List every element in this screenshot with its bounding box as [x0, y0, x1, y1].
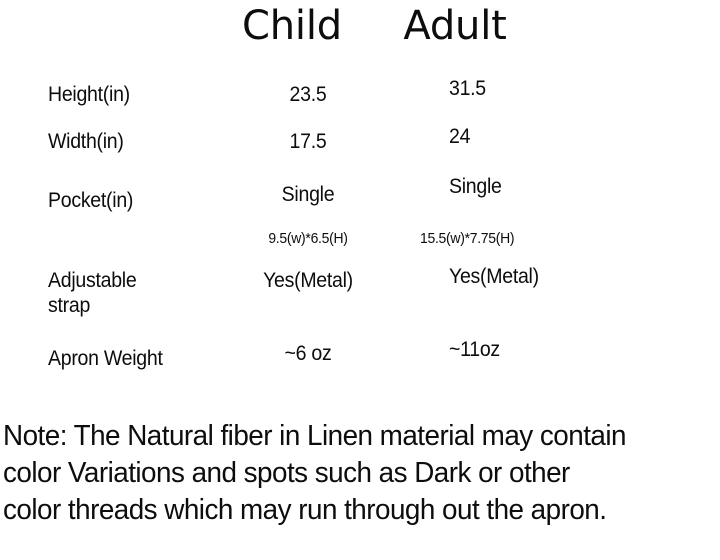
- cell-pocket-child: Single: [281, 183, 335, 206]
- cell-height-adult: 31.5: [449, 77, 486, 100]
- material-note: Note: The Natural fiber in Linen materia…: [3, 418, 690, 529]
- cell-apron-weight-child: ~6 oz: [284, 342, 332, 365]
- cell-adjustable-strap-child: Yes(Metal): [263, 269, 353, 292]
- row-label-apron-weight: Apron Weight: [48, 347, 163, 370]
- note-line-1: Note: The Natural fiber in Linen materia…: [3, 420, 627, 452]
- row-label-width: Width(in): [48, 130, 124, 153]
- cell-pocket-adult: Single: [449, 175, 502, 198]
- row-label-height: Height(in): [48, 83, 130, 106]
- cell-apron-weight-adult: ~11oz: [449, 338, 500, 361]
- note-line-2: color Variations and spots such as Dark …: [3, 457, 570, 489]
- row-label-adjustable-strap: Adjustable strap: [48, 269, 137, 317]
- cell-pocket-dimensions-adult: 15.5(w)*7.75(H): [420, 230, 515, 247]
- specification-table: Child Adult Height(in) 23.5 31.5 Width(i…: [48, 3, 539, 370]
- cell-width-child: 17.5: [289, 130, 327, 153]
- cell-height-child: 23.5: [289, 83, 327, 106]
- column-header-child: Child: [242, 3, 342, 49]
- note-line-3: color threads which may run through out …: [3, 494, 607, 526]
- row-label-pocket: Pocket(in): [48, 189, 134, 212]
- cell-pocket-dimensions-child: 9.5(w)*6.5(H): [268, 230, 348, 247]
- cell-adjustable-strap-adult: Yes(Metal): [449, 265, 539, 288]
- column-header-adult: Adult: [403, 3, 507, 49]
- cell-width-adult: 24: [449, 125, 471, 148]
